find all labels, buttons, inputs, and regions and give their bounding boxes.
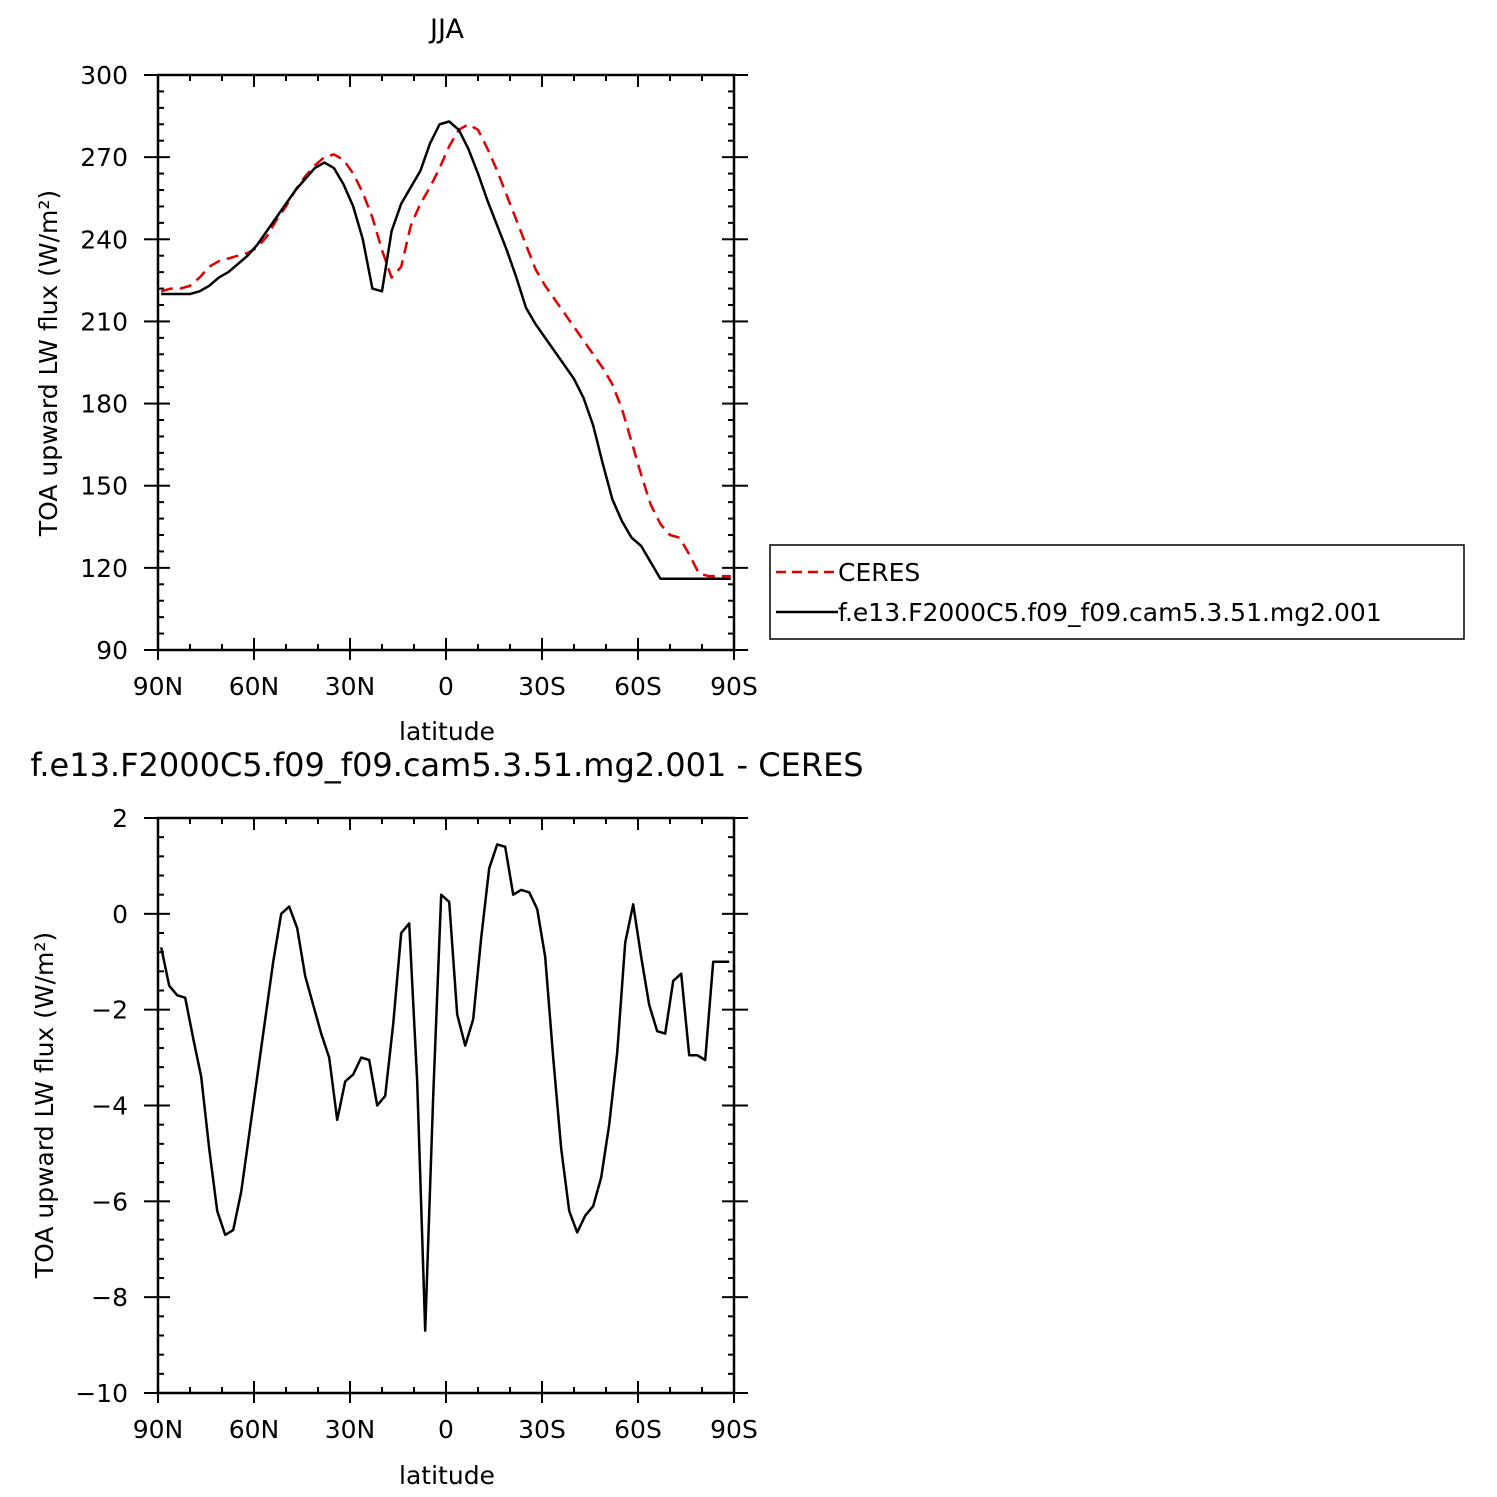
bottom-y-tick-label: 0 [112, 900, 128, 929]
bottom-y-tick-label: −8 [91, 1283, 128, 1312]
legend-box [769, 544, 1465, 640]
bottom-chart-panel: f.e13.F2000C5.f09_f09.cam5.3.51.mg2.001 … [30, 746, 864, 1490]
bottom-x-tick-label: 0 [438, 1415, 454, 1444]
bottom-y-tick-label: 2 [112, 804, 128, 833]
top-x-tick-label: 0 [438, 672, 454, 701]
bottom-series-line-0 [159, 843, 730, 1332]
bottom-x-tick-label: 30S [518, 1415, 566, 1444]
top-x-tick-label: 90S [710, 672, 758, 701]
bottom-x-tick-label: 60N [229, 1415, 280, 1444]
bottom-x-axis-label: latitude [399, 1461, 495, 1490]
top-x-tick-label: 30N [325, 672, 376, 701]
bottom-y-tick-label: −6 [91, 1187, 128, 1216]
legend: CERES f.e13.F2000C5.f09_f09.cam5.3.51.mg… [769, 544, 1465, 640]
top-chart-title: JJA [428, 14, 464, 45]
top-x-tick-label: 30S [518, 672, 566, 701]
bottom-y-tick-label: −2 [91, 996, 128, 1025]
top-x-tick-label: 60S [614, 672, 662, 701]
top-y-tick-label: 90 [96, 636, 128, 665]
bottom-plot-area: 90N 60N 30N 0 30S 60S 90S −10 −8 −6 −4 −2 0 2 [75, 804, 758, 1444]
top-y-tick-label: 300 [80, 61, 128, 90]
top-chart-panel: JJA 90N 60N 30N 0 30S 60S 90S 90 120 150 180 210 240… [34, 14, 758, 746]
top-x-tick-label: 90N [133, 672, 184, 701]
top-plot-area: 90N 60N 30N 0 30S 60S 90S 90 120 150 180 210 240 270 3… [80, 61, 758, 701]
bottom-x-tick-label: 90S [710, 1415, 758, 1444]
bottom-x-tick-label: 90N [133, 1415, 184, 1444]
bottom-x-tick-label: 30N [325, 1415, 376, 1444]
legend-label-ceres: CERES [838, 558, 920, 587]
bottom-y-tick-label: −10 [75, 1379, 128, 1408]
top-y-tick-label: 120 [80, 554, 128, 583]
top-y-tick-label: 270 [80, 143, 128, 172]
top-y-tick-label: 180 [80, 390, 128, 419]
bottom-chart-title: f.e13.F2000C5.f09_f09.cam5.3.51.mg2.001 … [30, 746, 863, 784]
bottom-y-axis-label: TOA upward LW flux (W/m²) [30, 932, 59, 1279]
legend-label-model: f.e13.F2000C5.f09_f09.cam5.3.51.mg2.001 [838, 598, 1382, 627]
top-y-tick-label: 240 [80, 225, 128, 254]
top-y-axis-label: TOA upward LW flux (W/m²) [34, 190, 63, 537]
top-x-tick-label: 60N [229, 672, 280, 701]
top-y-tick-label: 150 [80, 472, 128, 501]
top-series-line-1 [161, 120, 731, 581]
bottom-y-tick-label: −4 [91, 1092, 128, 1121]
bottom-x-tick-label: 60S [614, 1415, 662, 1444]
top-x-axis-label: latitude [399, 717, 495, 746]
top-y-tick-label: 210 [80, 307, 128, 336]
